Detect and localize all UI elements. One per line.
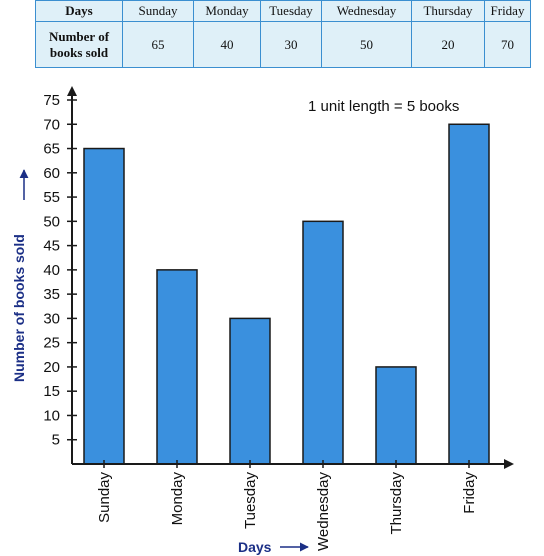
- x-tick-label: Tuesday: [242, 472, 259, 529]
- table-cell-books: 70: [484, 21, 531, 68]
- y-tick-label: 45: [43, 238, 60, 255]
- table-cell-books: 20: [411, 21, 485, 68]
- bar-sunday: [83, 147, 125, 465]
- table-header-books: Number of books sold: [35, 21, 123, 68]
- y-tick-label: 75: [43, 92, 60, 109]
- y-tick-label: 50: [43, 213, 60, 230]
- bar-thursday: [375, 366, 417, 465]
- y-axis-title: Number of books sold: [11, 234, 27, 382]
- y-tick-label: 10: [43, 407, 60, 424]
- bar-tuesday: [229, 317, 271, 465]
- bars-layer: [83, 123, 490, 465]
- x-tick-label: Sunday: [96, 472, 113, 523]
- y-tick-label: 20: [43, 359, 60, 376]
- bar-friday: [448, 123, 490, 465]
- table-cell-books: 30: [260, 21, 322, 68]
- y-tick-label: 65: [43, 141, 60, 158]
- table-cell-day: Friday: [484, 0, 531, 22]
- y-tick-label: 25: [43, 335, 60, 352]
- bar-monday: [156, 269, 198, 465]
- table-cell-books: 65: [122, 21, 194, 68]
- x-axis-title: Days: [238, 539, 272, 555]
- y-ticks: 5 10 15 20 25 30 35 40 45 50 55 60 65 70 75: [43, 92, 77, 449]
- x-tick-label: Wednesday: [315, 472, 332, 551]
- table-cell-day: Thursday: [411, 0, 485, 22]
- x-tick-labels: Sunday Monday Tuesday Wednesday Thursday Frid…: [96, 460, 478, 551]
- y-tick-label: 70: [43, 116, 60, 133]
- table-row-days: Days Sunday Monday Tuesday Wednesday Thu…: [35, 0, 531, 22]
- table-cell-day: Wednesday: [321, 0, 412, 22]
- bar-chart: 5 10 15 20 25 30 35 40 45 50 55 60 65 70 75 Sunday Mond…: [11, 86, 514, 555]
- data-table: Days Sunday Monday Tuesday Wednesday Thu…: [35, 0, 531, 68]
- table-header-books-line1: Number of: [48, 28, 110, 44]
- table-cell-day: Tuesday: [260, 0, 322, 22]
- table-cell-books: 40: [193, 21, 261, 68]
- table-cell-books: 50: [321, 21, 412, 68]
- y-tick-label: 40: [43, 262, 60, 279]
- y-tick-label: 5: [52, 432, 60, 449]
- y-tick-label: 30: [43, 310, 60, 327]
- table-cell-day: Sunday: [122, 0, 194, 22]
- table-cell-day: Monday: [193, 0, 261, 22]
- table-header-days: Days: [35, 0, 123, 22]
- y-tick-label: 35: [43, 286, 60, 303]
- table-row-books: Number of books sold 65 40 30 50 20 70: [35, 21, 531, 68]
- y-tick-label: 60: [43, 165, 60, 182]
- x-tick-label: Thursday: [388, 472, 405, 535]
- bar-wednesday: [302, 220, 344, 465]
- x-tick-label: Friday: [461, 472, 478, 514]
- y-tick-label: 15: [43, 383, 60, 400]
- x-tick-label: Monday: [169, 472, 186, 526]
- x-axis-arrowhead: [504, 459, 514, 469]
- y-tick-label: 55: [43, 189, 60, 206]
- table-header-books-line2: books sold: [49, 44, 109, 60]
- annotation-scale: 1 unit length = 5 books: [308, 98, 459, 115]
- y-axis-arrowhead: [67, 86, 77, 96]
